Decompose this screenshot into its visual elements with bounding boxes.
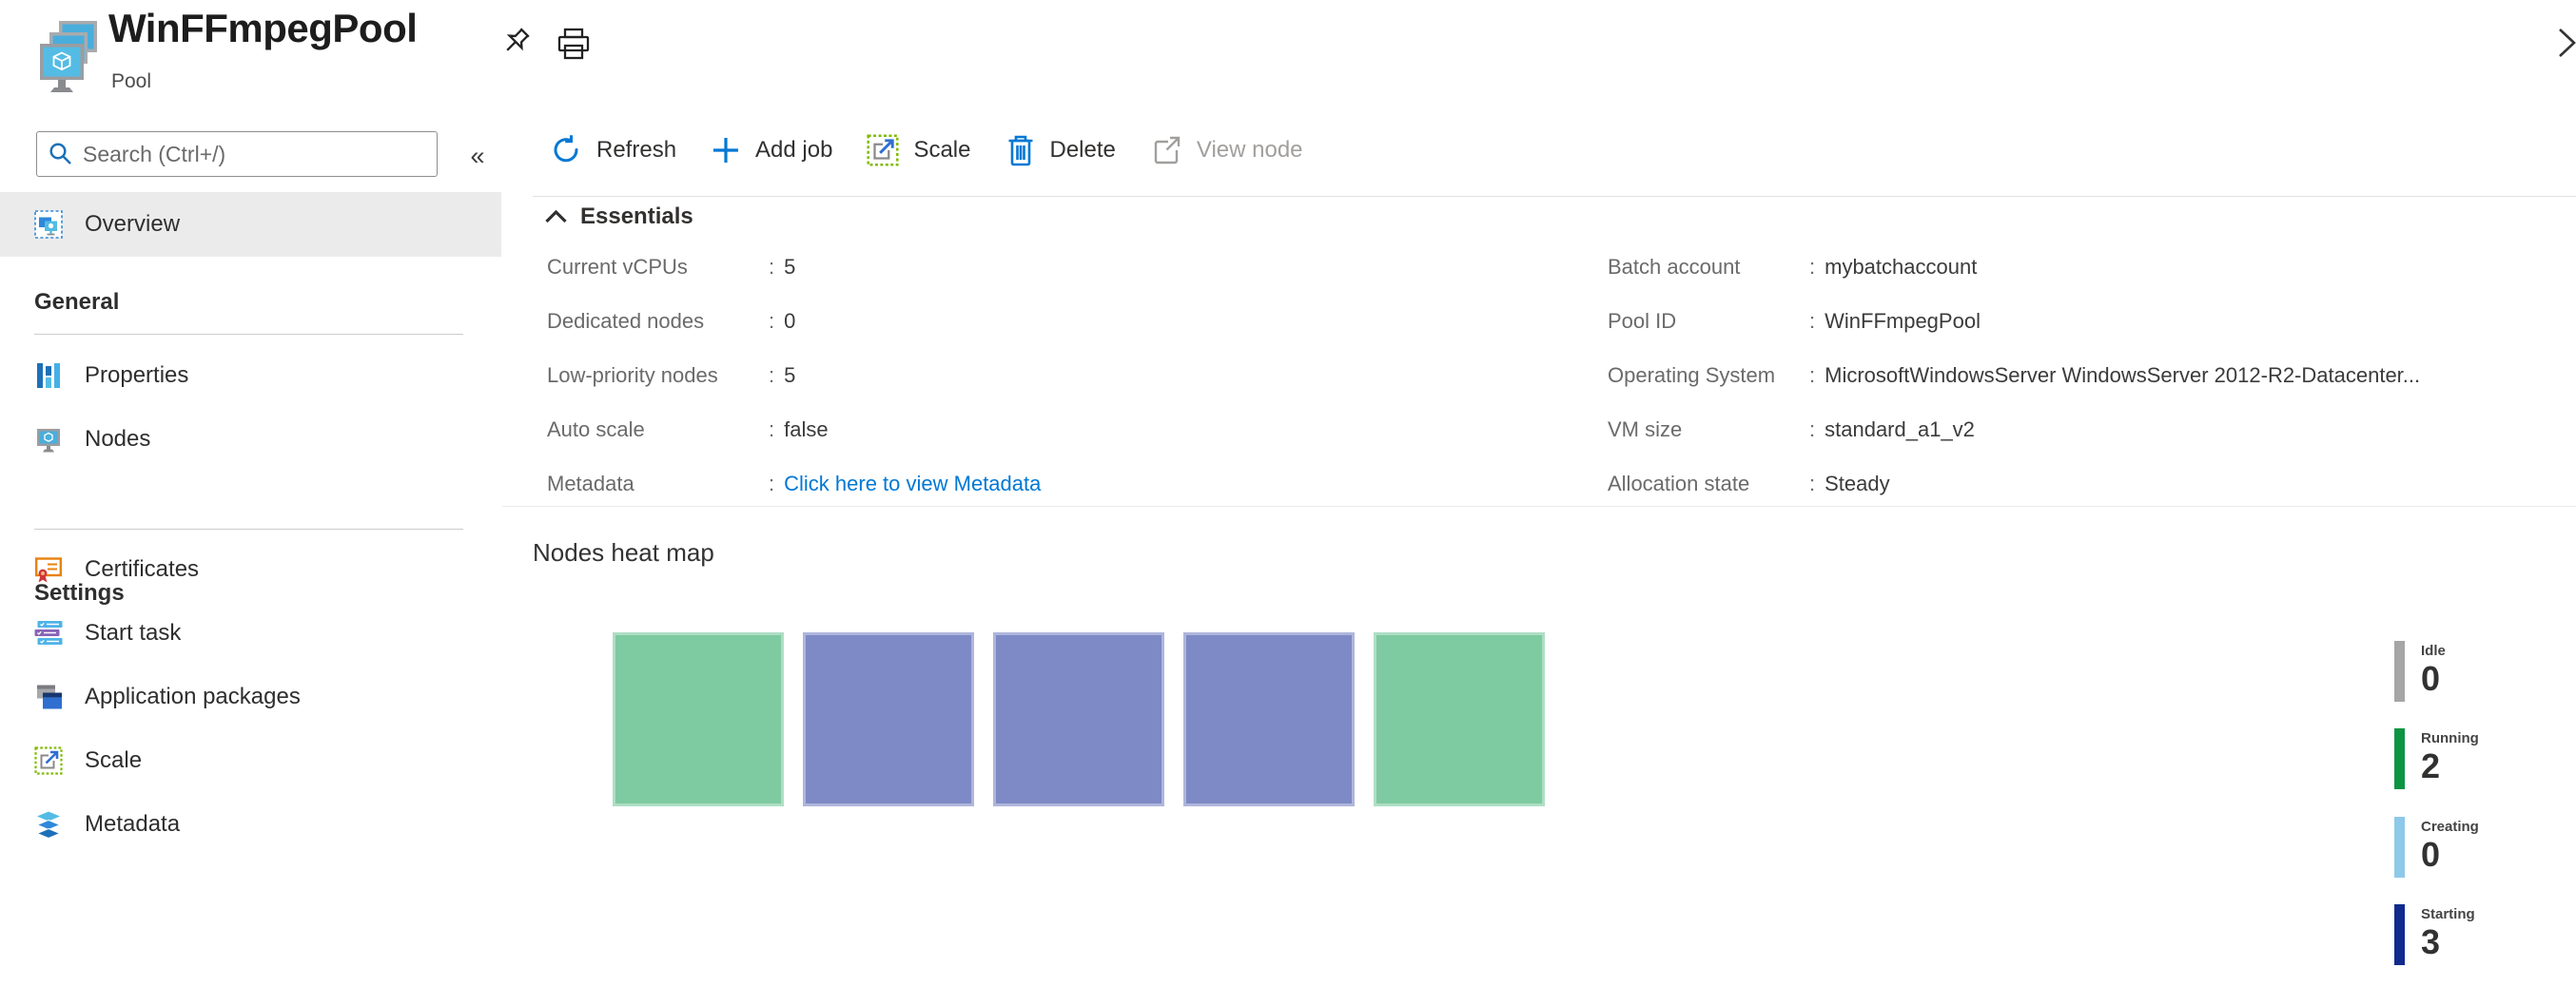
legend-color-bar <box>2394 641 2405 702</box>
essentials-row: Allocation state : Steady <box>1608 472 1890 495</box>
sidebar-item-label: Scale <box>85 747 143 773</box>
essentials-row: Batch account : mybatchaccount <box>1608 255 1978 279</box>
essentials-row: Metadata : Click here to view Metadata <box>547 472 1042 495</box>
essentials-left-column: Current vCPUs : 5 Dedicated nodes : 0 Lo… <box>547 253 1041 524</box>
metadata-icon <box>35 811 62 839</box>
sidebar-item-label: Properties <box>85 362 189 388</box>
legend-color-bar <box>2394 817 2405 878</box>
print-icon <box>557 28 590 60</box>
legend-count: 0 <box>2421 659 2441 698</box>
essentials-row: Dedicated nodes : 0 <box>547 309 796 333</box>
sidebar-collapse-button[interactable]: « <box>460 139 495 173</box>
sidebar-divider <box>34 529 463 530</box>
nodes-heatmap <box>613 632 1545 806</box>
sidebar-divider <box>34 334 463 335</box>
legend-label: Running <box>2421 730 2479 746</box>
sidebar-item-label: Overview <box>85 211 181 237</box>
legend-color-bar <box>2394 904 2405 965</box>
start-task-icon <box>34 621 63 645</box>
sidebar-search <box>36 131 438 177</box>
scale-button[interactable]: Scale <box>867 124 971 177</box>
main-content: Refresh Add job Scale <box>502 110 2576 987</box>
essentials-row: Current vCPUs : 5 <box>547 255 796 279</box>
properties-icon <box>37 363 60 388</box>
sidebar-item-nodes[interactable]: Nodes <box>0 410 501 469</box>
essentials-header[interactable]: Essentials <box>544 202 693 232</box>
delete-button[interactable]: Delete <box>1005 124 1116 177</box>
overview-icon <box>34 210 63 239</box>
sidebar-item-label: Certificates <box>85 556 200 582</box>
legend-count: 3 <box>2421 922 2441 961</box>
legend-count: 0 <box>2421 835 2441 874</box>
essentials-row: Pool ID : WinFFmpegPool <box>1608 309 1981 333</box>
essentials-row: VM size : standard_a1_v2 <box>1608 417 1975 441</box>
sidebar-item-label: Application packages <box>85 684 301 709</box>
pin-icon <box>506 28 530 51</box>
sidebar-item-properties[interactable]: Properties <box>0 346 501 405</box>
node-tile[interactable] <box>613 632 784 806</box>
node-tile[interactable] <box>1374 632 1545 806</box>
search-icon <box>49 143 71 164</box>
add-job-button[interactable]: Add job <box>711 124 832 177</box>
sidebar-item-label: Metadata <box>85 811 181 837</box>
sidebar-item-overview[interactable]: Overview <box>0 192 501 257</box>
essentials-divider <box>502 506 2576 507</box>
node-tile[interactable] <box>803 632 974 806</box>
essentials-row: Operating System : MicrosoftWindowsServe… <box>1608 363 2421 387</box>
legend-color-bar <box>2394 728 2405 789</box>
sidebar-item-start-task[interactable]: Start task <box>0 604 501 663</box>
page-subtitle: Pool <box>111 70 152 92</box>
legend-item-idle: Idle 0 <box>2394 641 2446 702</box>
legend-label: Idle <box>2421 643 2446 659</box>
sidebar-item-application-packages[interactable]: Application packages <box>0 668 501 726</box>
certificates-icon <box>35 557 63 583</box>
chevron-right-icon[interactable] <box>2555 27 2576 59</box>
pin-button[interactable] <box>493 23 537 67</box>
application-packages-icon <box>37 685 62 709</box>
sidebar-item-metadata[interactable]: Metadata <box>0 795 501 854</box>
nodes-icon <box>37 429 60 453</box>
essentials-row: Low-priority nodes : 5 <box>547 363 796 387</box>
heatmap-title: Nodes heat map <box>533 538 714 567</box>
open-in-new-icon <box>1154 136 1181 164</box>
scale-icon <box>867 134 899 166</box>
sidebar-item-certificates[interactable]: Certificates <box>0 540 501 599</box>
sidebar: « Overview General <box>0 110 501 987</box>
trash-icon <box>1008 135 1032 166</box>
view-node-button[interactable]: View node <box>1150 124 1303 177</box>
sidebar-section-settings: Settings <box>34 580 125 606</box>
plus-icon <box>713 138 739 163</box>
page-header: WinFFmpegPool Pool <box>0 0 2576 110</box>
legend-item-creating: Creating 0 <box>2394 817 2479 878</box>
node-tile[interactable] <box>993 632 1164 806</box>
page-title: WinFFmpegPool <box>108 6 418 50</box>
legend-label: Creating <box>2421 819 2479 835</box>
legend-item-starting: Starting 3 <box>2394 904 2475 965</box>
sidebar-item-scale[interactable]: Scale <box>0 731 501 790</box>
essentials-row: Auto scale : false <box>547 417 829 441</box>
sidebar-item-label: Nodes <box>85 426 151 452</box>
essentials-right-column: Batch account : mybatchaccount Pool ID :… <box>1608 253 2420 524</box>
view-metadata-link[interactable]: Click here to view Metadata <box>784 472 1042 495</box>
refresh-icon <box>554 135 578 163</box>
search-input[interactable] <box>83 141 425 167</box>
scale-icon <box>34 746 63 775</box>
print-button[interactable] <box>552 23 595 67</box>
toolbar: Refresh Add job Scale <box>550 124 1337 177</box>
sidebar-section-general: General <box>34 289 120 315</box>
legend-item-running: Running 2 <box>2394 728 2479 789</box>
chevron-up-icon <box>545 209 567 223</box>
pool-icon <box>40 21 97 92</box>
legend-count: 2 <box>2421 746 2441 785</box>
sidebar-item-label: Start task <box>85 620 182 646</box>
legend-label: Starting <box>2421 906 2475 922</box>
node-tile[interactable] <box>1183 632 1355 806</box>
refresh-button[interactable]: Refresh <box>550 124 676 177</box>
toolbar-divider <box>533 196 2576 197</box>
